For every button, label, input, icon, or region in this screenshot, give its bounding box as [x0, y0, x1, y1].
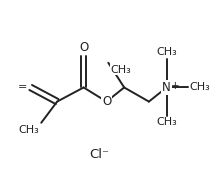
Text: CH₃: CH₃	[189, 82, 210, 92]
Text: CH₃: CH₃	[19, 124, 40, 134]
Text: O: O	[102, 95, 111, 108]
Text: N: N	[162, 81, 171, 94]
Text: CH₃: CH₃	[156, 48, 177, 58]
Text: Cl⁻: Cl⁻	[89, 148, 110, 161]
Text: +: +	[171, 81, 179, 91]
Text: O: O	[79, 41, 88, 54]
Text: CH₃: CH₃	[156, 117, 177, 127]
Text: =: =	[18, 82, 27, 92]
Text: N: N	[162, 81, 171, 94]
Text: CH₃: CH₃	[110, 65, 131, 75]
